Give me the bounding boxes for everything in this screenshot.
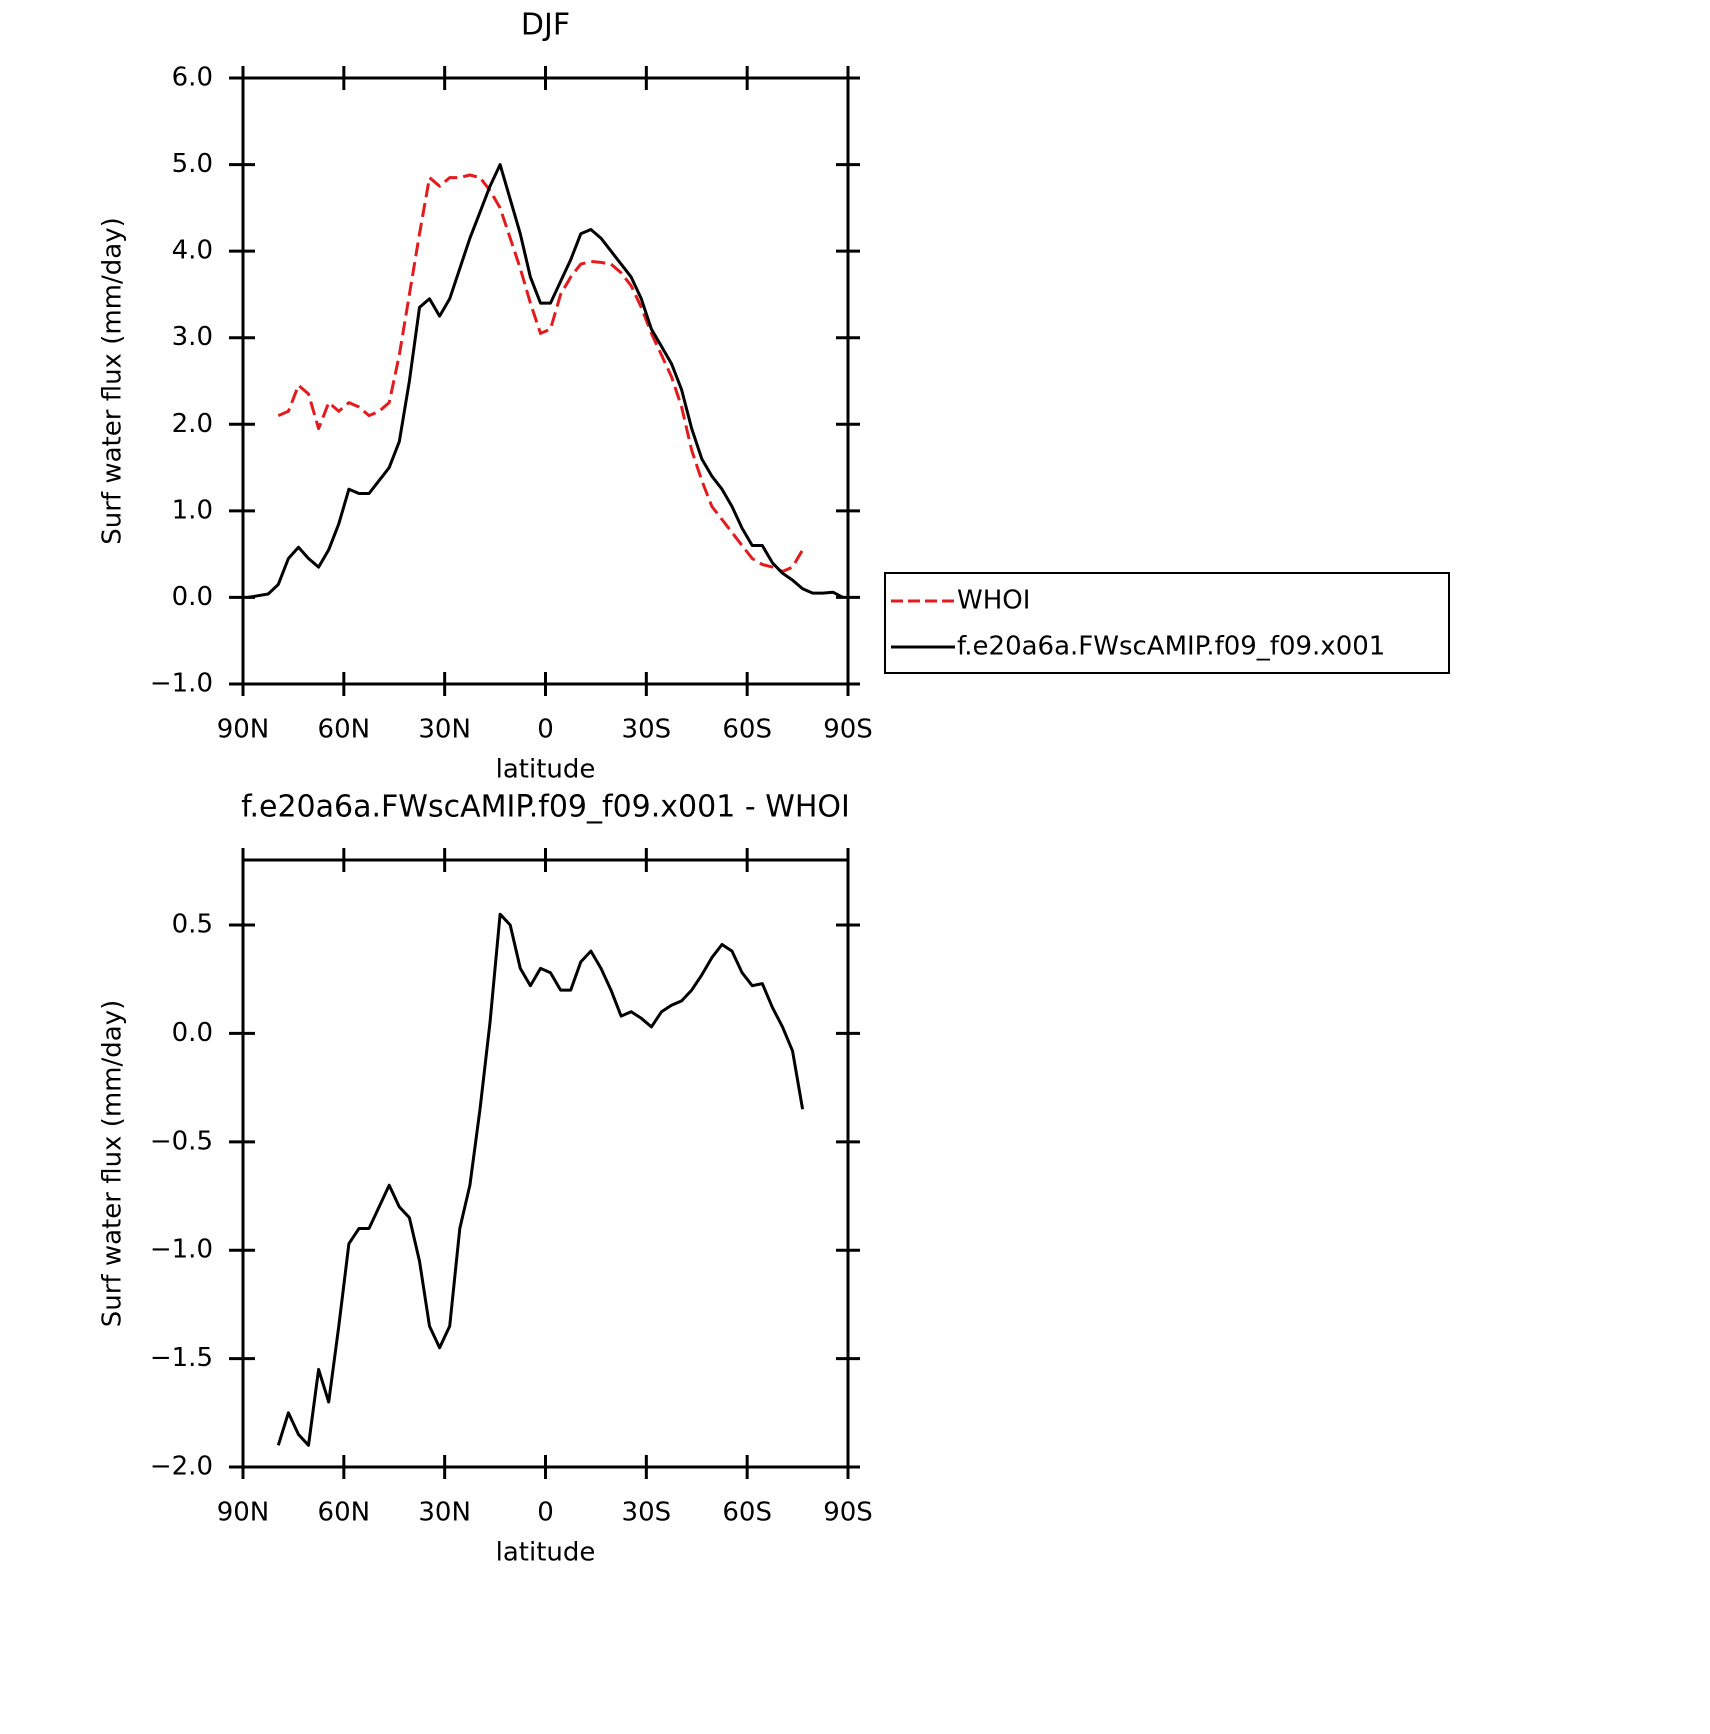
x-tick-label: 90S — [823, 715, 873, 745]
y-tick-label: −1.0 — [150, 669, 213, 699]
y-tick-label: 6.0 — [172, 63, 213, 93]
x-tick-label: 90N — [217, 715, 270, 745]
plot-frame — [241, 858, 850, 1469]
chart-title: f.e20a6a.FWscAMIP.f09_f09.x001 - WHOI — [241, 790, 850, 825]
y-tick-label: −2.0 — [150, 1452, 213, 1482]
y-tick-label: 0.0 — [172, 582, 213, 612]
y-axis-label: Surf water flux (mm/day) — [98, 217, 128, 544]
legend-label: WHOI — [957, 586, 1030, 616]
legend-label: f.e20a6a.FWscAMIP.f09_f09.x001 — [957, 632, 1385, 662]
y-tick-label: 2.0 — [172, 409, 213, 439]
plot-frame — [241, 76, 850, 686]
y-tick-label: 0.5 — [172, 910, 213, 940]
x-tick-label: 60S — [722, 1498, 772, 1528]
x-tick-label: 60S — [722, 715, 772, 745]
y-axis-label: Surf water flux (mm/day) — [98, 1000, 128, 1327]
x-tick-label: 30N — [418, 1498, 471, 1528]
x-tick-label: 30S — [622, 715, 672, 745]
data-line — [277, 173, 804, 573]
x-tick-label: 30N — [418, 715, 471, 745]
y-tick-label: −1.5 — [150, 1343, 213, 1373]
chart-title: DJF — [521, 8, 570, 43]
y-tick-label: 1.0 — [172, 495, 213, 525]
y-tick-label: −0.5 — [150, 1126, 213, 1156]
legend-box — [884, 572, 1450, 674]
data-line — [247, 163, 844, 599]
y-tick-label: 4.0 — [172, 236, 213, 266]
x-tick-label: 0 — [537, 1498, 554, 1528]
x-axis-label: latitude — [496, 755, 596, 785]
x-tick-label: 0 — [537, 715, 554, 745]
data-line — [276, 912, 805, 1447]
x-tick-label: 90N — [217, 1498, 270, 1528]
y-tick-label: 3.0 — [172, 322, 213, 352]
x-tick-label: 30S — [622, 1498, 672, 1528]
x-tick-label: 60N — [318, 1498, 371, 1528]
y-tick-label: −1.0 — [150, 1235, 213, 1265]
y-tick-label: 5.0 — [172, 149, 213, 179]
y-tick-label: 0.0 — [172, 1018, 213, 1048]
x-tick-label: 60N — [318, 715, 371, 745]
x-tick-label: 90S — [823, 1498, 873, 1528]
x-axis-label: latitude — [496, 1538, 596, 1568]
